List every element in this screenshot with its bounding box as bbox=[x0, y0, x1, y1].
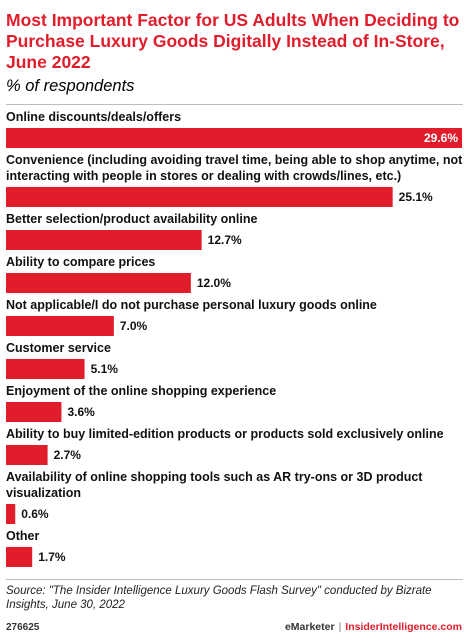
bar bbox=[6, 547, 33, 567]
insider-intelligence-brand: InsiderIntelligence.com bbox=[345, 621, 462, 633]
category-label: Enjoyment of the online shopping experie… bbox=[6, 384, 276, 398]
top-divider bbox=[6, 104, 463, 105]
value-label: 12.0% bbox=[197, 276, 231, 290]
value-label: 25.1% bbox=[399, 190, 433, 204]
brand-separator: | bbox=[338, 621, 342, 633]
category-label: Availability of online shopping tools su… bbox=[6, 470, 423, 484]
category-label: Not applicable/I do not purchase persona… bbox=[6, 298, 377, 312]
bottom-divider bbox=[6, 579, 463, 580]
value-label: 3.6% bbox=[67, 405, 95, 419]
source-note: Source: "The Insider Intelligence Luxury… bbox=[6, 585, 432, 611]
chart-title: Most Important Factor for US Adults When… bbox=[6, 10, 460, 72]
bar bbox=[6, 504, 16, 524]
bar bbox=[6, 445, 48, 465]
category-label: Customer service bbox=[6, 341, 111, 355]
category-label: interacting with people in stores or dea… bbox=[6, 169, 401, 183]
bar bbox=[6, 128, 462, 148]
value-label: 5.1% bbox=[91, 362, 119, 376]
footer-brand: eMarketer | InsiderIntelligence.com bbox=[285, 621, 462, 633]
emarketer-brand: eMarketer bbox=[284, 621, 335, 633]
bar-chart: Online discounts/deals/offers 29.6% Conven… bbox=[6, 110, 463, 567]
bar bbox=[6, 230, 202, 250]
bar bbox=[6, 273, 191, 293]
category-label: Online discounts/deals/offers bbox=[6, 110, 181, 124]
value-label: 1.7% bbox=[38, 550, 66, 564]
value-label: 0.6% bbox=[21, 507, 49, 521]
category-label: Better selection/product availability on… bbox=[6, 212, 257, 226]
chart-subtitle: % of respondents bbox=[6, 77, 135, 95]
bar bbox=[6, 187, 393, 207]
category-label: Ability to buy limited-edition products … bbox=[6, 427, 444, 441]
bar bbox=[6, 316, 114, 336]
value-label: 29.6% bbox=[424, 131, 458, 145]
bar bbox=[6, 402, 62, 422]
category-label: Convenience (including avoiding travel t… bbox=[6, 153, 463, 167]
value-label: 12.7% bbox=[208, 233, 242, 247]
category-label: Ability to compare prices bbox=[6, 255, 155, 269]
value-label: 2.7% bbox=[54, 448, 82, 462]
chart-id: 276625 bbox=[6, 622, 40, 633]
bar bbox=[6, 359, 85, 379]
category-label: visualization bbox=[6, 486, 81, 500]
category-label: Other bbox=[6, 529, 39, 543]
value-label: 7.0% bbox=[120, 319, 148, 333]
